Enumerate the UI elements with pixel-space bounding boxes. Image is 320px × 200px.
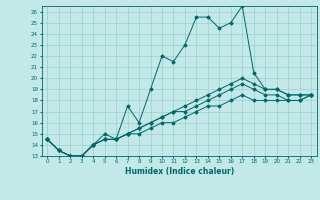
- X-axis label: Humidex (Indice chaleur): Humidex (Indice chaleur): [124, 167, 234, 176]
